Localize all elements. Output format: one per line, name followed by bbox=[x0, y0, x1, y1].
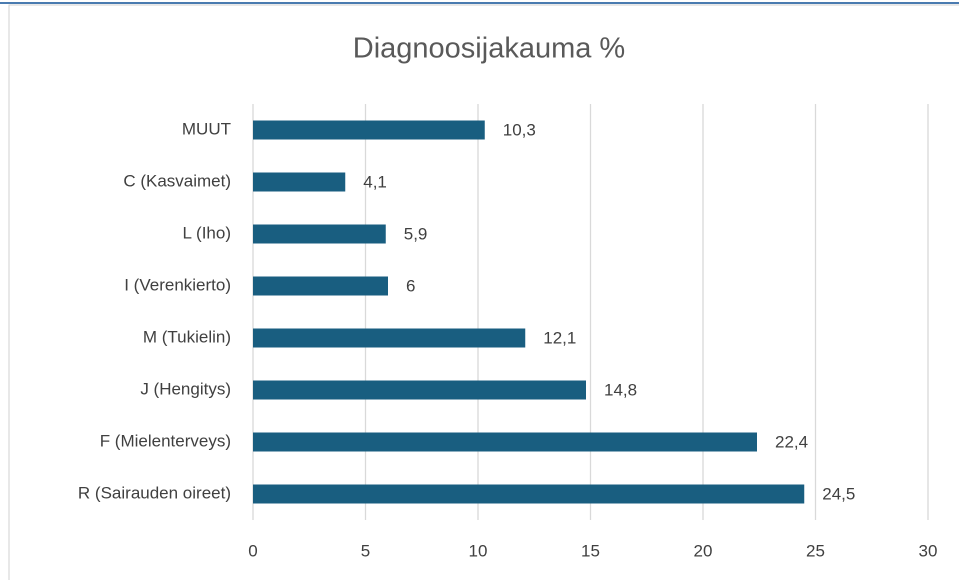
y-tick-label: M (Tukielin) bbox=[143, 327, 231, 346]
value-label: 5,9 bbox=[404, 224, 428, 243]
value-label: 12,1 bbox=[543, 328, 576, 347]
value-label: 10,3 bbox=[503, 120, 536, 139]
value-label: 6 bbox=[406, 276, 415, 295]
y-tick-label: L (Iho) bbox=[182, 223, 231, 242]
x-tick-label: 25 bbox=[806, 541, 825, 560]
x-tick-label: 5 bbox=[361, 541, 370, 560]
y-tick-label: I (Verenkierto) bbox=[124, 275, 231, 294]
bar bbox=[253, 172, 346, 192]
bar bbox=[253, 328, 526, 348]
y-tick-label: J (Hengitys) bbox=[140, 379, 231, 398]
bar bbox=[253, 224, 386, 244]
x-tick-label: 0 bbox=[248, 541, 257, 560]
chart-title: Diagnoosijakauma % bbox=[353, 33, 625, 65]
value-label: 24,5 bbox=[822, 484, 855, 503]
value-label: 22,4 bbox=[775, 432, 808, 451]
y-tick-label: MUUT bbox=[182, 119, 231, 138]
bar bbox=[253, 432, 757, 452]
value-label: 14,8 bbox=[604, 380, 637, 399]
bar bbox=[253, 380, 586, 400]
chart-frame bbox=[8, 4, 959, 580]
value-label: 4,1 bbox=[363, 172, 387, 191]
y-tick-label: R (Sairauden oireet) bbox=[78, 483, 231, 502]
x-tick-label: 15 bbox=[581, 541, 600, 560]
bar bbox=[253, 484, 805, 504]
x-tick-label: 30 bbox=[919, 541, 938, 560]
y-tick-label: C (Kasvaimet) bbox=[123, 171, 231, 190]
bar bbox=[253, 120, 485, 140]
bar bbox=[253, 276, 388, 296]
x-tick-label: 20 bbox=[694, 541, 713, 560]
y-tick-label: F (Mielenterveys) bbox=[100, 431, 231, 450]
x-tick-label: 10 bbox=[469, 541, 488, 560]
